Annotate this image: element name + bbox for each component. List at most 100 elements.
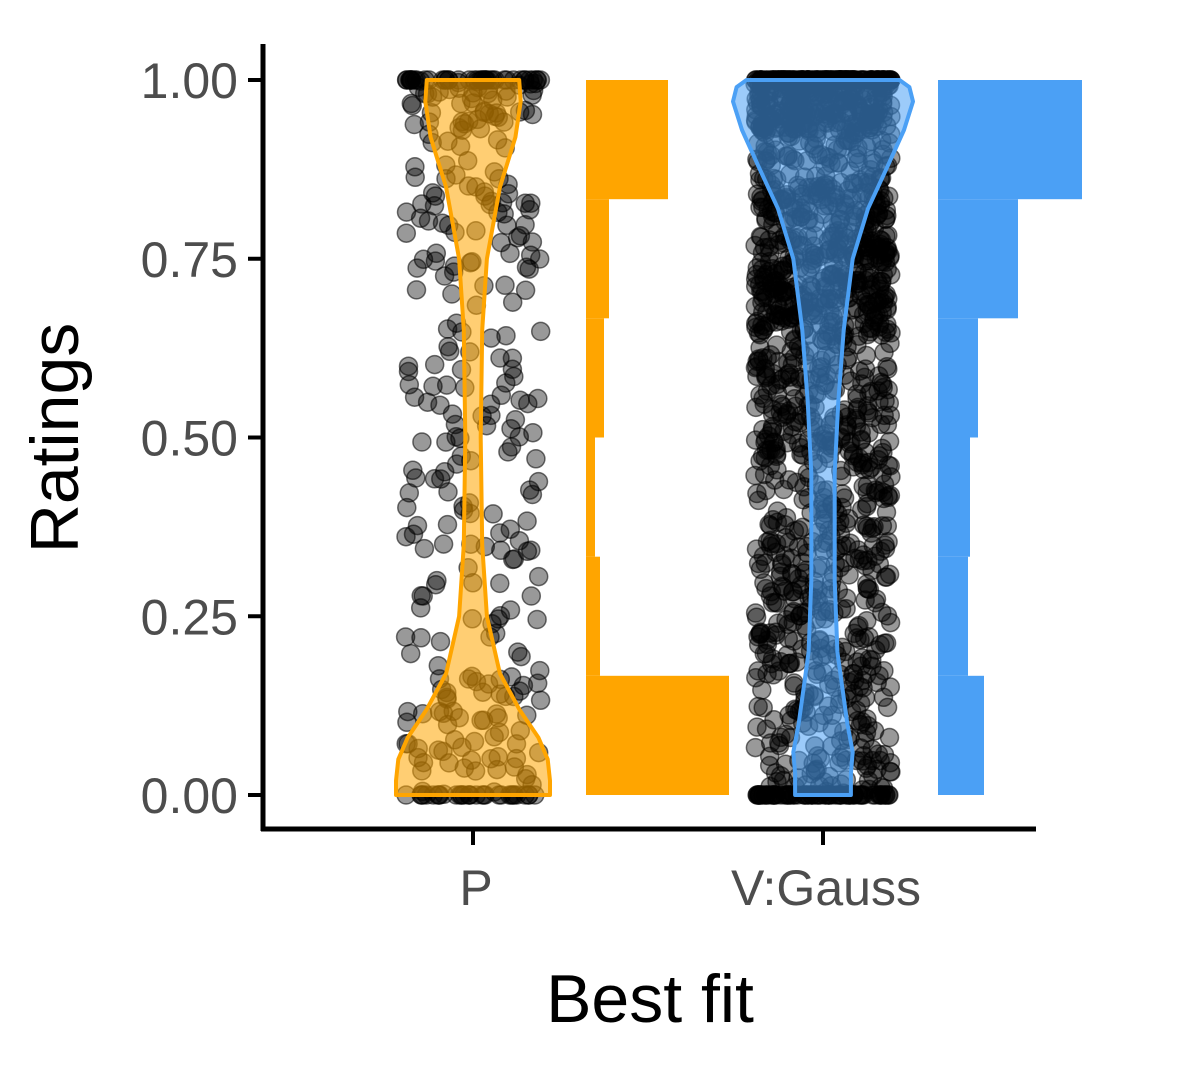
- data-point: [398, 356, 419, 376]
- y-tick-label: 0.75: [141, 232, 238, 288]
- data-point: [500, 243, 520, 264]
- y-tick-label: 0.00: [141, 768, 238, 824]
- data-point: [406, 280, 427, 300]
- data-point: [396, 223, 417, 243]
- data-point: [862, 656, 882, 676]
- data-point: [853, 746, 874, 766]
- data-point: [748, 349, 769, 369]
- data-point: [511, 646, 531, 667]
- data-point: [836, 536, 857, 556]
- data-point: [424, 354, 445, 375]
- data-point: [396, 526, 416, 547]
- data-point: [879, 431, 900, 452]
- data-point: [856, 496, 877, 517]
- data-point: [426, 243, 447, 264]
- histogram-bar: [586, 80, 668, 200]
- data-point: [432, 213, 453, 233]
- data-point: [762, 417, 783, 437]
- data-point: [436, 375, 457, 395]
- data-point: [874, 405, 894, 426]
- data-point: [748, 490, 769, 511]
- data-point: [767, 593, 787, 613]
- histogram-bar: [938, 556, 968, 676]
- data-point: [411, 586, 431, 606]
- y-tick-label: 1.00: [141, 53, 238, 109]
- data-point: [505, 410, 526, 430]
- data-point: [879, 727, 900, 748]
- data-point: [483, 504, 503, 524]
- x-tick-label: V:Gauss: [731, 860, 921, 916]
- data-point: [746, 539, 767, 559]
- data-point: [774, 581, 795, 601]
- data-point: [522, 232, 543, 252]
- histogram-bar: [938, 80, 1082, 200]
- data-point: [881, 323, 901, 343]
- data-point: [747, 785, 768, 805]
- data-point: [422, 183, 443, 203]
- data-point: [519, 480, 540, 500]
- data-point: [778, 614, 798, 635]
- data-point: [519, 259, 539, 279]
- data-point: [749, 275, 770, 295]
- data-point: [762, 258, 783, 279]
- data-point: [774, 281, 795, 302]
- data-point: [746, 607, 767, 627]
- data-point: [425, 186, 446, 206]
- data-point: [490, 573, 510, 594]
- data-point: [877, 356, 897, 377]
- data-point: [759, 746, 780, 767]
- violin-1: [731, 78, 915, 797]
- data-point: [870, 785, 891, 805]
- data-point: [398, 361, 419, 382]
- data-point: [859, 249, 879, 269]
- data-point: [407, 258, 427, 278]
- data-point: [766, 335, 787, 355]
- data-point: [438, 482, 458, 502]
- data-point: [521, 586, 542, 606]
- data-point: [756, 480, 776, 501]
- data-point: [404, 114, 425, 135]
- data-point: [748, 696, 768, 717]
- data-point: [747, 717, 767, 737]
- y-axis-title: Ratings: [17, 323, 93, 554]
- data-point: [515, 280, 536, 301]
- data-point: [490, 606, 511, 626]
- data-point: [866, 304, 886, 325]
- data-point: [398, 701, 418, 722]
- data-point: [399, 483, 420, 503]
- data-point: [760, 244, 780, 264]
- histograms: [586, 80, 1082, 795]
- data-point: [874, 660, 894, 681]
- data-point: [417, 392, 438, 412]
- data-point: [865, 592, 886, 613]
- data-point: [490, 523, 510, 543]
- histogram-bar: [586, 556, 600, 676]
- data-point: [502, 348, 523, 369]
- data-point: [878, 785, 899, 805]
- data-point: [856, 516, 877, 536]
- data-point: [510, 226, 531, 246]
- data-point: [779, 470, 799, 490]
- data-point: [425, 251, 446, 271]
- data-point: [517, 511, 537, 531]
- violins: [394, 78, 915, 797]
- data-point: [496, 325, 516, 346]
- data-point: [856, 758, 876, 779]
- data-point: [502, 359, 523, 380]
- data-point: [855, 270, 875, 290]
- histogram-bar: [938, 318, 978, 438]
- data-point: [526, 449, 546, 469]
- data-point: [405, 167, 425, 188]
- data-point: [509, 530, 530, 551]
- data-point: [751, 281, 771, 301]
- data-point: [522, 104, 543, 125]
- data-point: [412, 432, 432, 452]
- data-point: [437, 514, 458, 535]
- y-ticks: 0.00 0.25 0.50 0.75 1.00: [141, 53, 263, 824]
- data-point: [759, 230, 779, 250]
- data-point: [876, 284, 896, 305]
- data-point: [498, 184, 519, 204]
- data-point: [427, 570, 447, 591]
- data-point: [439, 341, 460, 362]
